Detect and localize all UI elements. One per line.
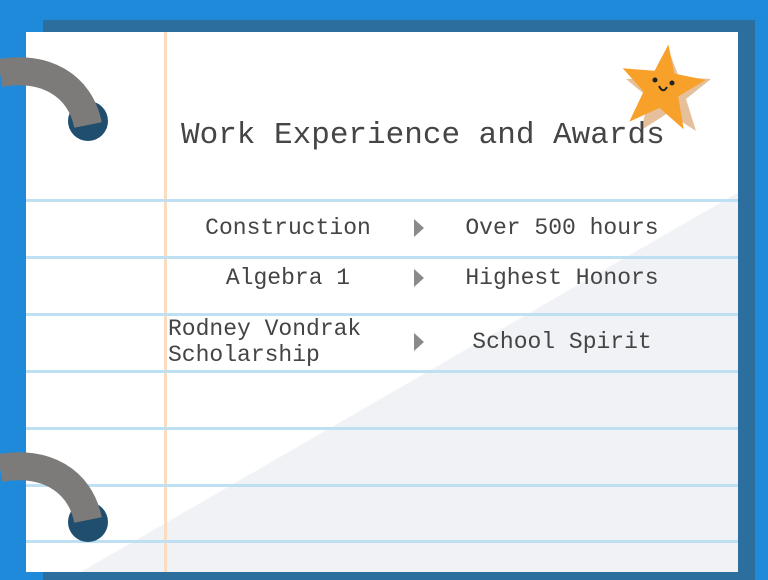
arrow-right-icon bbox=[414, 333, 424, 351]
award-row: Algebra 1 Highest Honors bbox=[168, 265, 708, 291]
row-value: Highest Honors bbox=[465, 265, 659, 291]
rule-line bbox=[26, 427, 738, 430]
rule-line bbox=[26, 540, 738, 543]
rule-line bbox=[26, 370, 738, 373]
margin-line bbox=[164, 32, 167, 572]
slide-title: Work Experience and Awards bbox=[181, 118, 665, 153]
rule-line bbox=[26, 313, 738, 316]
binder-ring-icon bbox=[0, 452, 108, 542]
row-label: Algebra 1 bbox=[225, 265, 351, 291]
row-value: School Spirit bbox=[472, 329, 652, 355]
award-row: Construction Over 500 hours bbox=[168, 215, 708, 241]
rule-line bbox=[26, 484, 738, 487]
arrow-right-icon bbox=[414, 269, 424, 287]
row-label: Construction bbox=[205, 215, 371, 241]
row-value: Over 500 hours bbox=[465, 215, 659, 241]
rule-line bbox=[26, 256, 738, 259]
smiling-star-icon bbox=[622, 44, 711, 131]
award-row: Rodney Vondrak Scholarship School Spirit bbox=[168, 316, 708, 368]
binder-ring-icon bbox=[0, 57, 108, 141]
notebook-paper bbox=[26, 32, 738, 572]
row-label: Rodney Vondrak Scholarship bbox=[168, 316, 362, 368]
rule-line bbox=[26, 199, 738, 202]
arrow-right-icon bbox=[414, 219, 424, 237]
